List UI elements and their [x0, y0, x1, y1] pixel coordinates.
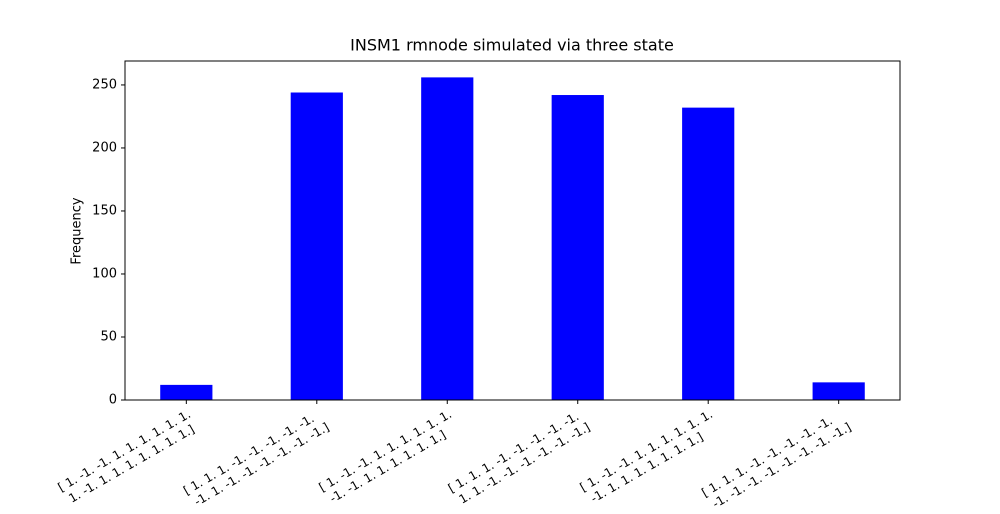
bar [551, 95, 604, 400]
y-tick-label: 250 [92, 77, 117, 92]
page: INSM1 rmnode simulated via three state F… [55, 35, 901, 511]
bar [290, 92, 343, 400]
y-axis-label: Frequency [70, 197, 85, 264]
plot-frame [124, 60, 901, 401]
y-tick-label: 150 [92, 203, 117, 218]
bar [160, 384, 213, 400]
y-tick-label: 50 [100, 329, 117, 344]
bar [421, 77, 474, 400]
bar [812, 382, 865, 400]
bar [682, 107, 735, 401]
y-tick-label: 0 [109, 393, 117, 408]
chart-title: INSM1 rmnode simulated via three state [350, 36, 674, 55]
y-tick-label: 100 [92, 266, 117, 281]
y-tick-label: 200 [92, 140, 117, 155]
chart: INSM1 rmnode simulated via three state F… [70, 36, 901, 408]
